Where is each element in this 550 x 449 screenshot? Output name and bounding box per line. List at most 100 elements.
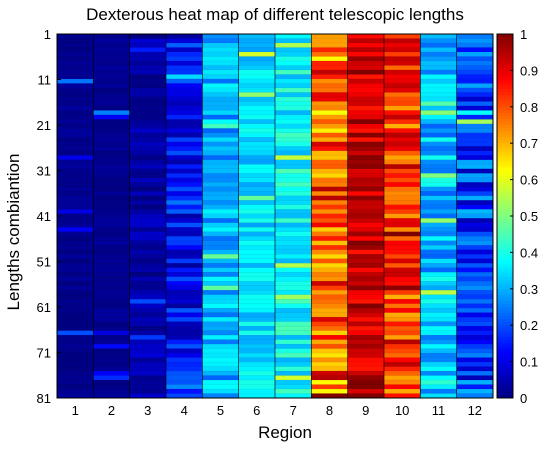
heatmap-cell bbox=[347, 316, 385, 323]
heatmap-cell bbox=[383, 110, 421, 116]
heatmap-cell bbox=[93, 159, 131, 165]
heatmap-cell bbox=[202, 42, 240, 49]
colorbar-segment bbox=[497, 255, 513, 259]
heatmap-cell bbox=[93, 263, 131, 269]
heatmap-cell bbox=[129, 263, 167, 269]
heatmap-cell bbox=[420, 33, 458, 40]
heatmap-cell bbox=[202, 272, 240, 278]
heatmap-cell bbox=[274, 330, 312, 336]
heatmap-cell bbox=[420, 289, 458, 296]
heatmap-cell bbox=[56, 209, 94, 215]
heatmap-cell bbox=[347, 114, 385, 120]
heatmap-cell bbox=[274, 132, 312, 138]
heatmap-cell bbox=[56, 146, 94, 152]
heatmap-cell bbox=[238, 213, 276, 219]
heatmap-cell bbox=[420, 74, 458, 80]
heatmap-cell bbox=[129, 200, 167, 206]
heatmap-cell bbox=[238, 343, 276, 350]
heatmap-cell bbox=[347, 357, 385, 363]
heatmap-cell bbox=[420, 316, 458, 323]
heatmap-cell bbox=[274, 56, 312, 62]
heatmap-cell bbox=[420, 321, 458, 327]
heatmap-cell bbox=[420, 168, 458, 174]
heatmap-cell bbox=[383, 384, 421, 390]
heatmap-cell bbox=[165, 47, 203, 53]
heatmap-cell bbox=[274, 343, 312, 350]
heatmap-cell bbox=[165, 231, 203, 237]
heatmap-cell bbox=[238, 177, 276, 183]
colorbar-segment bbox=[497, 155, 513, 159]
heatmap-cell bbox=[202, 307, 240, 314]
colorbar-segment bbox=[497, 367, 513, 372]
colorbar-segment bbox=[497, 58, 513, 62]
colorbar-segment bbox=[497, 61, 513, 65]
heatmap-cell bbox=[274, 87, 312, 93]
heatmap-cell bbox=[420, 110, 458, 116]
heatmap-cell bbox=[420, 231, 458, 237]
heatmap-cell bbox=[129, 379, 167, 386]
heatmap-cell bbox=[238, 218, 276, 224]
heatmap-cell bbox=[202, 146, 240, 152]
heatmap-cell bbox=[202, 200, 240, 206]
heatmap-cell bbox=[420, 343, 458, 350]
colorbar-tick-label: 0.3 bbox=[520, 282, 538, 297]
heatmap-cell bbox=[383, 263, 421, 269]
heatmap-cell bbox=[274, 65, 312, 71]
heatmap-cell bbox=[93, 87, 131, 93]
colorbar-segment bbox=[497, 285, 513, 290]
heatmap-cell bbox=[456, 65, 494, 71]
heatmap-cell bbox=[311, 150, 349, 156]
heatmap-cell bbox=[202, 321, 240, 327]
heatmap-cell bbox=[383, 231, 421, 237]
heatmap-cell bbox=[347, 312, 385, 318]
heatmap-cell bbox=[420, 357, 458, 363]
heatmap-cell bbox=[456, 379, 494, 386]
colorbar-segment bbox=[497, 76, 513, 80]
colorbar-tick-label: 1 bbox=[520, 27, 527, 42]
colorbar-segment bbox=[497, 128, 513, 132]
heatmap-cell bbox=[93, 218, 131, 224]
heatmap-cell bbox=[165, 92, 203, 98]
heatmap-cell bbox=[311, 249, 349, 255]
heatmap-cell bbox=[93, 249, 131, 255]
heatmap-cell bbox=[165, 204, 203, 210]
heatmap-cell bbox=[93, 321, 131, 327]
heatmap-cell bbox=[129, 146, 167, 152]
heatmap-cell bbox=[93, 69, 131, 75]
heatmap-cell bbox=[347, 168, 385, 174]
heatmap-cell bbox=[56, 204, 94, 210]
heatmap-cell bbox=[420, 146, 458, 152]
heatmap-cell bbox=[56, 276, 94, 282]
heatmap-cell bbox=[383, 33, 421, 40]
heatmap-cell bbox=[202, 316, 240, 323]
heatmap-cell bbox=[202, 370, 240, 377]
heatmap-cell bbox=[202, 289, 240, 296]
heatmap-cell bbox=[274, 339, 312, 345]
colorbar-segment bbox=[497, 146, 513, 150]
heatmap-cell bbox=[311, 114, 349, 120]
colorbar-segment bbox=[497, 252, 513, 256]
colorbar-segment bbox=[497, 382, 513, 387]
colorbar-segment bbox=[497, 137, 513, 141]
heatmap-cell bbox=[56, 173, 94, 179]
x-tick-label: 1 bbox=[72, 403, 79, 418]
heatmap-cell bbox=[274, 42, 312, 49]
heatmap-cell bbox=[456, 357, 494, 363]
heatmap-cell bbox=[311, 191, 349, 197]
heatmap-cell bbox=[238, 249, 276, 255]
heatmap-cell bbox=[383, 379, 421, 386]
heatmap-cell bbox=[202, 312, 240, 318]
heatmap-cell bbox=[202, 51, 240, 58]
colorbar-segment bbox=[497, 373, 513, 378]
heatmap-cell bbox=[311, 307, 349, 314]
heatmap-cell bbox=[383, 92, 421, 98]
heatmap-cell bbox=[238, 245, 276, 251]
heatmap-cell bbox=[311, 182, 349, 188]
heatmap-cell bbox=[347, 276, 385, 282]
colorbar-segment bbox=[497, 391, 513, 396]
heatmap-cell bbox=[274, 78, 312, 84]
colorbar-segment bbox=[497, 173, 513, 178]
heatmap-cell bbox=[383, 298, 421, 305]
heatmap-cell bbox=[238, 370, 276, 377]
heatmap-cell bbox=[93, 65, 131, 71]
